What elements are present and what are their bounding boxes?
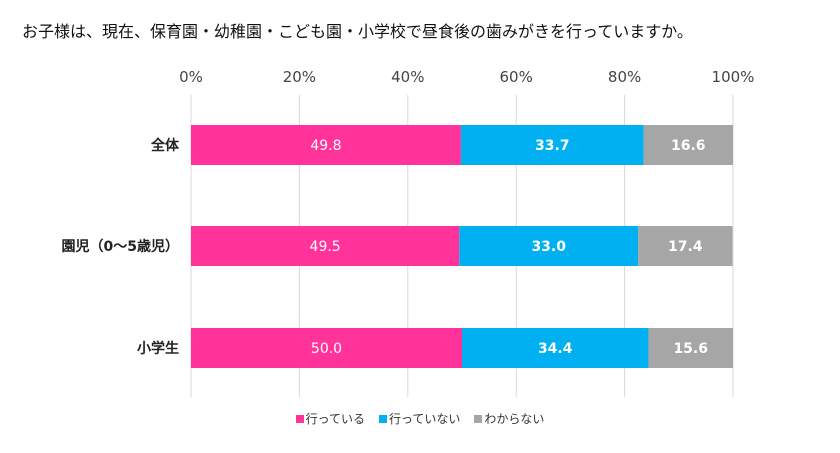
legend-item: 行っていない xyxy=(378,410,461,427)
legend-item: わからない xyxy=(474,410,544,427)
x-tick-label: 20% xyxy=(283,68,316,86)
data-label: 33.0 xyxy=(531,239,566,255)
legend-label: 行っている xyxy=(305,412,365,426)
bar-segment xyxy=(638,226,733,266)
bar-segment xyxy=(459,226,639,266)
legend-swatch xyxy=(474,414,483,423)
data-label: 17.4 xyxy=(668,239,703,255)
legend-swatch xyxy=(295,414,304,423)
bar-segment xyxy=(460,125,644,165)
bar-segment xyxy=(191,328,462,368)
data-label: 16.6 xyxy=(671,138,706,154)
bar-segment xyxy=(462,328,649,368)
data-label: 49.8 xyxy=(310,138,341,154)
data-label: 50.0 xyxy=(311,341,342,357)
data-label: 33.7 xyxy=(535,138,570,154)
data-label: 49.5 xyxy=(310,239,341,255)
legend-label: わからない xyxy=(484,412,545,426)
bar-segment xyxy=(643,125,733,165)
legend-swatch xyxy=(378,414,387,423)
data-label: 15.6 xyxy=(673,341,708,357)
bar-segment xyxy=(191,226,460,266)
x-tick-label: 60% xyxy=(500,68,533,86)
legend-item: 行っている xyxy=(295,410,365,427)
chart-legend: 行っている 行っていない わからない xyxy=(0,410,840,427)
data-label: 34.4 xyxy=(538,341,573,357)
x-tick-label: 0% xyxy=(179,68,203,86)
category-label: 全体 xyxy=(150,137,180,154)
x-tick-label: 100% xyxy=(712,68,755,86)
bar-segment xyxy=(191,125,461,165)
x-tick-label: 80% xyxy=(608,68,641,86)
bar-segment xyxy=(648,328,733,368)
category-label: 小学生 xyxy=(137,340,179,357)
legend-label: 行っていない xyxy=(388,412,461,426)
x-tick-label: 40% xyxy=(391,68,424,86)
category-label: 園児（0～5歳児） xyxy=(62,238,179,255)
chart-title: お子様は、現在、保育園・幼稚園・こども園・小学校で昼食後の歯みがきを行っています… xyxy=(22,22,693,41)
